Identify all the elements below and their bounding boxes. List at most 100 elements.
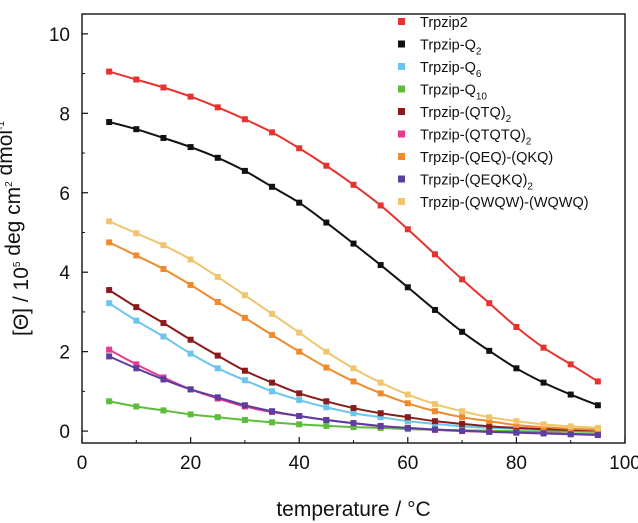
data-point (296, 145, 303, 152)
data-point (160, 407, 167, 414)
y-tick-label: 8 (59, 104, 70, 125)
data-point (431, 401, 438, 408)
x-tick-label: 40 (289, 453, 310, 474)
data-point (214, 104, 221, 111)
data-point (323, 219, 330, 226)
data-point (241, 377, 248, 384)
data-point (404, 414, 411, 421)
x-tick-label: 100 (609, 453, 638, 474)
data-point (513, 418, 520, 425)
data-point (214, 365, 221, 372)
data-point (106, 398, 113, 405)
x-tick-label: 60 (397, 453, 418, 474)
data-point (404, 418, 411, 425)
data-point (269, 183, 276, 190)
legend-label-1: Trpzip-Q2 (420, 38, 482, 58)
y-tick-label: 10 (49, 25, 70, 46)
data-point (459, 414, 466, 421)
data-point (431, 418, 438, 425)
data-point (567, 423, 574, 430)
data-point (133, 304, 140, 311)
series-line-8 (108, 220, 598, 429)
data-point (486, 347, 493, 354)
data-point (540, 379, 547, 386)
data-point (296, 199, 303, 206)
data-point (323, 348, 330, 355)
data-point (214, 154, 221, 161)
data-point (214, 414, 221, 421)
data-point (459, 420, 466, 427)
data-point (133, 76, 140, 83)
data-point (377, 390, 384, 397)
data-point (350, 405, 357, 412)
data-point (187, 144, 194, 151)
data-point (323, 404, 330, 411)
data-point (377, 262, 384, 269)
data-point (133, 252, 140, 259)
data-point (106, 287, 113, 294)
data-point (214, 273, 221, 280)
data-point (431, 251, 438, 258)
data-point (187, 256, 194, 263)
data-point (404, 400, 411, 407)
data-point (459, 276, 466, 283)
legend-marker-7 (398, 175, 405, 183)
data-point (404, 391, 411, 398)
data-point (160, 320, 167, 327)
data-point (106, 346, 113, 353)
data-point (296, 348, 303, 355)
data-point (187, 350, 194, 357)
data-point (241, 416, 248, 423)
y-tick-label: 6 (59, 184, 70, 205)
legend-marker-2 (398, 63, 405, 70)
y-axis-title: [Θ] / 105 deg cm2 dmol-1 (0, 121, 33, 336)
data-point (513, 365, 520, 372)
data-point (594, 402, 601, 409)
data-point (350, 420, 357, 427)
data-point (486, 428, 493, 435)
legend-marker-6 (398, 153, 405, 160)
data-point (187, 386, 194, 393)
data-point (187, 336, 194, 343)
data-point (431, 408, 438, 415)
data-point (106, 300, 113, 307)
data-point (567, 431, 574, 438)
data-point (350, 365, 357, 372)
data-point (241, 167, 248, 174)
data-point (214, 352, 221, 359)
data-point (404, 226, 411, 233)
data-point (594, 424, 601, 431)
data-point (160, 376, 167, 383)
data-point (323, 162, 330, 169)
data-point (296, 329, 303, 336)
data-point (241, 314, 248, 321)
data-point (350, 181, 357, 188)
legend-label-5: Trpzip-(QTQTQ)2 (420, 128, 532, 148)
data-point (241, 367, 248, 374)
data-point (404, 424, 411, 431)
x-tick-label: 20 (180, 453, 201, 474)
legend-marker-1 (398, 40, 405, 48)
data-point (269, 379, 276, 386)
data-point (323, 416, 330, 423)
data-point (567, 361, 574, 368)
data-point (513, 429, 520, 436)
data-point (431, 426, 438, 433)
x-axis-title: temperature / °C (276, 498, 430, 521)
data-point (486, 418, 493, 425)
x-tick-label: 0 (77, 453, 88, 474)
legend-label-7: Trpzip-(QEQKQ)2 (420, 173, 533, 193)
data-point (106, 119, 113, 126)
data-point (323, 364, 330, 371)
legend-marker-0 (398, 18, 405, 25)
y-tick-label: 4 (59, 263, 70, 284)
data-point (187, 411, 194, 418)
data-point (106, 218, 113, 225)
data-point (594, 432, 601, 439)
data-point (540, 430, 547, 437)
data-point (133, 365, 140, 372)
legend-marker-8 (398, 198, 405, 205)
data-point (323, 398, 330, 405)
data-point (486, 423, 493, 430)
